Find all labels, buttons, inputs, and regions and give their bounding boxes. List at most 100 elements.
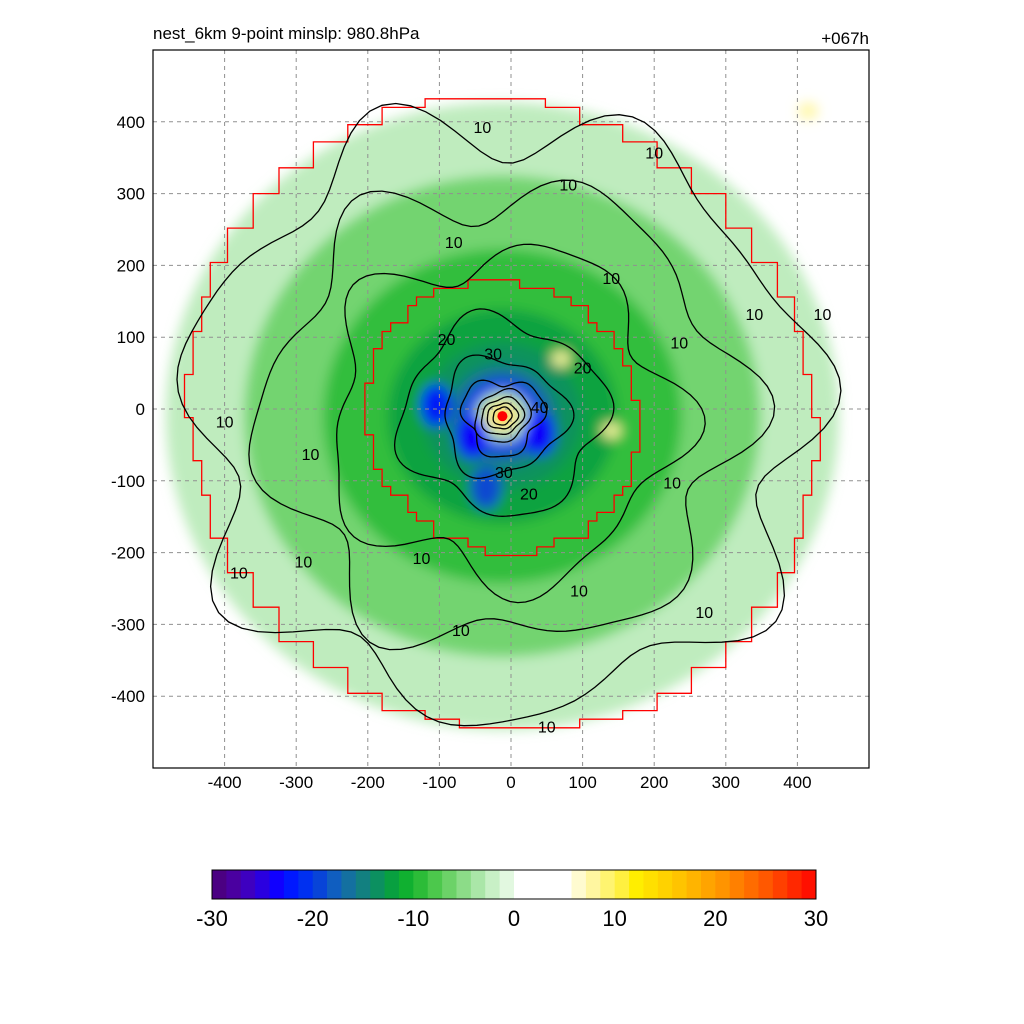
contour-line xyxy=(486,402,520,430)
contour-line xyxy=(444,354,575,479)
shade-patch xyxy=(523,412,556,456)
contour-label: 10 xyxy=(602,271,620,288)
colorbar-swatch xyxy=(758,870,774,899)
plot-area: 10 10 10 10 10 10 10 10 20 30 20 40 10 10 30 20 10 10 10 10… xyxy=(153,50,869,768)
contour-label: 10 xyxy=(645,145,663,162)
chart-title: nest_6km 9-point minslp: 980.8hPa xyxy=(153,24,420,43)
nest-boundaries xyxy=(183,98,821,729)
colorbar-swatch xyxy=(585,870,601,899)
contour-label: 10 xyxy=(294,555,312,572)
plot-frame xyxy=(152,49,870,769)
contour-label: 20 xyxy=(438,332,456,349)
colorbar-swatch xyxy=(787,870,803,899)
x-tick-label: 100 xyxy=(568,773,596,792)
colorbar-swatch xyxy=(600,870,616,899)
colorbar-swatch xyxy=(801,870,817,899)
contour-lines xyxy=(176,102,842,727)
colorbar-tick-label: -10 xyxy=(397,906,429,931)
colorbar-swatch xyxy=(470,870,486,899)
contour-label: 10 xyxy=(230,565,248,582)
x-tick-label: -400 xyxy=(208,773,242,792)
colorbar-tick-label: 20 xyxy=(703,906,727,931)
contour-label: 10 xyxy=(452,623,470,640)
y-tick-label: -200 xyxy=(111,544,145,563)
contour-label: 20 xyxy=(520,486,538,503)
y-tick-label: -100 xyxy=(111,472,145,491)
colorbar-swatch xyxy=(629,870,644,899)
contour-label: 30 xyxy=(484,346,502,363)
x-tick-label: -200 xyxy=(351,773,385,792)
x-tick-label: 400 xyxy=(783,773,811,792)
colorbar-swatch xyxy=(269,870,285,899)
contour-label: 10 xyxy=(814,307,832,324)
colorbar-swatch xyxy=(542,870,558,899)
colorbar-swatch xyxy=(729,870,745,899)
contour-line xyxy=(492,406,513,426)
contour-line xyxy=(248,179,776,651)
contour-label: 10 xyxy=(413,551,431,568)
colorbar-tick-label: 10 xyxy=(602,906,626,931)
y-tick-label: -400 xyxy=(111,687,145,706)
colorbar-swatch xyxy=(514,870,529,899)
shade-patch xyxy=(551,350,572,368)
contour-label: 30 xyxy=(495,465,513,482)
contour-line xyxy=(393,308,615,517)
colorbar-swatch xyxy=(700,870,716,899)
colorbar-swatch xyxy=(485,870,501,899)
storm-center xyxy=(497,411,508,422)
colorbar-swatch xyxy=(499,870,515,899)
contour-label: 10 xyxy=(559,178,577,195)
contour-line xyxy=(474,387,532,443)
colorbar-tick-labels: -30 -20 -10 0 10 20 30 xyxy=(196,906,828,931)
contour-label: 20 xyxy=(574,361,592,378)
y-tick-label: 200 xyxy=(117,256,145,275)
contour-label: 10 xyxy=(445,235,463,252)
colorbar-swatch xyxy=(370,870,385,899)
contour-line xyxy=(459,379,548,458)
x-tick-label: 200 xyxy=(640,773,668,792)
colorbar-swatch xyxy=(643,870,659,899)
y-tick-label: 100 xyxy=(117,328,145,347)
contour-label: 10 xyxy=(570,583,588,600)
colorbar-swatch xyxy=(298,870,314,899)
colorbar-tick-label: 30 xyxy=(804,906,828,931)
contour-label: 10 xyxy=(695,605,713,622)
y-tick-label: 400 xyxy=(117,113,145,132)
center-dot xyxy=(497,411,508,422)
contour-labels: 10 10 10 10 10 10 10 10 20 30 20 40 10 10 30 20 10 10 10 10… xyxy=(216,120,832,737)
colorbar-swatch xyxy=(212,870,227,899)
contour-label: 10 xyxy=(670,336,688,353)
colorbar-swatch xyxy=(384,870,400,899)
colorbar-swatch xyxy=(528,870,544,899)
y-tick-label: 300 xyxy=(117,185,145,204)
contour-line xyxy=(336,243,706,604)
colorbar-swatch xyxy=(226,870,242,899)
x-tick-label: 300 xyxy=(712,773,740,792)
shade-patch xyxy=(601,421,622,440)
contour-label: 10 xyxy=(302,447,320,464)
colorbar-swatch xyxy=(327,870,342,899)
colorbar-tick-label: -30 xyxy=(196,906,228,931)
colorbar-swatch xyxy=(672,870,687,899)
contour-line xyxy=(176,102,842,727)
shade-patch xyxy=(420,383,452,427)
shade-patch xyxy=(470,466,502,510)
x-tick-label: -100 xyxy=(422,773,456,792)
colorbar-swatch xyxy=(715,870,731,899)
y-tick-label: 0 xyxy=(136,400,145,419)
contour-label: 10 xyxy=(538,720,556,737)
contour-label: 10 xyxy=(216,415,234,432)
colorbar-swatch xyxy=(312,870,328,899)
contour-label: 40 xyxy=(531,400,549,417)
colorbar-swatch xyxy=(427,870,443,899)
colorbar-swatch xyxy=(657,870,673,899)
colorbar-swatch xyxy=(255,870,270,899)
shade-patch xyxy=(455,416,488,460)
colorbar-swatch xyxy=(413,870,429,899)
colorbar-swatch xyxy=(240,870,256,899)
colorbar-swatch xyxy=(398,870,414,899)
colorbar-tick-label: -20 xyxy=(297,906,329,931)
contour-label: 10 xyxy=(663,476,681,493)
contour-label: 10 xyxy=(746,307,764,324)
